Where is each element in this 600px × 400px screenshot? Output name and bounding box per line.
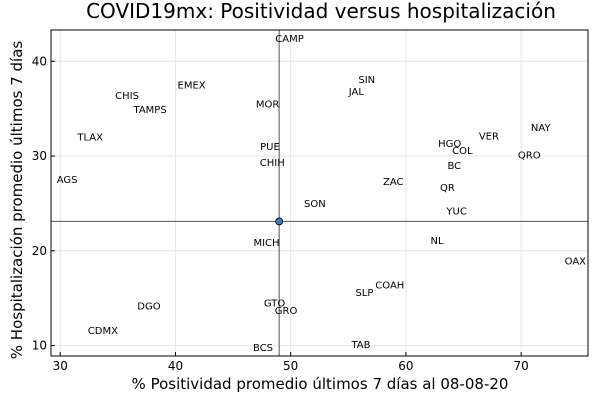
point-label: PUE xyxy=(260,142,280,153)
y-tick-label: 30 xyxy=(32,149,47,163)
point-label: CAMP xyxy=(275,34,303,45)
point-label: SON xyxy=(304,199,326,210)
point-label: COAH xyxy=(375,280,404,291)
point-label: OAX xyxy=(565,257,587,268)
reference-point-group xyxy=(275,217,284,226)
point-label: SIN xyxy=(358,75,375,86)
x-tick-label: 30 xyxy=(53,359,68,373)
reference-lines xyxy=(51,30,588,356)
y-tick-label: 20 xyxy=(32,244,47,258)
point-label: YUC xyxy=(445,207,466,218)
point-label: TLAX xyxy=(76,133,103,144)
x-axis-label: % Positividad promedio últimos 7 días al… xyxy=(132,375,509,393)
y-axis-label: % Hospitalización promedio últimos 7 día… xyxy=(8,41,26,360)
y-tick-label: 10 xyxy=(32,339,47,353)
reference-point xyxy=(275,217,284,226)
point-label: NL xyxy=(431,236,444,247)
point-label: QRO xyxy=(518,151,541,162)
point-label: CDMX xyxy=(88,326,118,337)
x-tick-label: 60 xyxy=(398,359,413,373)
point-label: CHIH xyxy=(260,158,285,169)
axis-ticks: 30 40 50 60 70 10 20 30 40 xyxy=(32,54,529,373)
point-label: BCS xyxy=(253,343,273,354)
y-tick-label: 40 xyxy=(32,54,47,68)
point-label: DGO xyxy=(137,301,160,312)
point-label: TAMPS xyxy=(133,105,167,116)
point-label: HGO xyxy=(438,139,461,150)
point-label: JAL xyxy=(348,87,365,98)
point-label: ZAC xyxy=(383,177,404,188)
plot-frame xyxy=(50,29,589,357)
point-label: NAY xyxy=(531,123,552,134)
grid xyxy=(51,30,588,356)
point-label: CHIS xyxy=(115,91,139,102)
x-tick-label: 40 xyxy=(168,359,183,373)
point-label: QR xyxy=(440,183,455,194)
chart-title: COVID19mx: Positividad versus hospitaliz… xyxy=(86,0,556,23)
point-label: COL xyxy=(452,146,473,157)
point-label: TAB xyxy=(350,340,370,351)
point-labels: CAMP SIN EMEX JAL CHIS MOR TAMPS NAY TLAX VER HGO P… xyxy=(57,34,586,354)
point-label: MOR xyxy=(256,99,279,110)
point-label: SLP xyxy=(355,288,373,299)
x-tick-label: 70 xyxy=(514,359,529,373)
point-label: BC xyxy=(447,161,461,172)
x-tick-label: 50 xyxy=(283,359,298,373)
point-label: EMEX xyxy=(178,80,206,91)
point-label: GRO xyxy=(275,306,298,317)
point-label: AGS xyxy=(57,175,78,186)
point-label: VER xyxy=(479,132,499,143)
point-label: GTO xyxy=(264,298,286,309)
point-label: MICH xyxy=(253,238,279,249)
